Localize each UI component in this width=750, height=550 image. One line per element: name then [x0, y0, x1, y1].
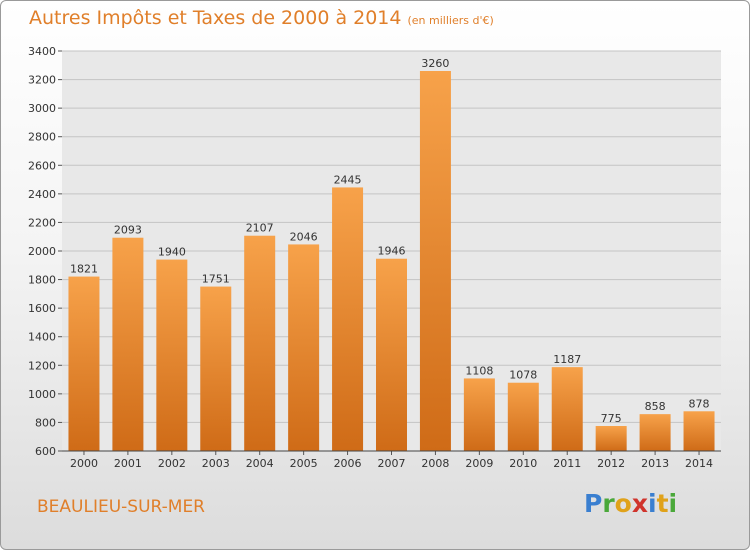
bar-2010: [507, 382, 539, 451]
proxiti-logo: Proxiti: [584, 489, 677, 518]
data-label-2006: 2445: [334, 173, 362, 186]
bar-2012: [595, 426, 627, 451]
data-labels: 1821 2093 1940 1751 2107 2046 2445 1946 3260 1108…: [70, 57, 710, 425]
data-label-2000: 1821: [70, 263, 98, 276]
y-tick-label: 2800: [28, 131, 56, 144]
x-axis-ticks: 2000 2001 2002 2003 2004 2005 2006 2007 2008 2009…: [70, 451, 713, 470]
data-label-2012: 775: [601, 412, 622, 425]
x-tick-label-2013: 2013: [641, 457, 669, 470]
data-label-2013: 858: [645, 400, 666, 413]
x-tick-label-2014: 2014: [685, 457, 713, 470]
logo-letter: x: [631, 489, 648, 518]
location-name: BEAULIEU-SUR-MER: [37, 497, 205, 517]
x-tick-label-2011: 2011: [553, 457, 581, 470]
y-tick-label: 2400: [28, 188, 56, 201]
bars: [68, 71, 715, 451]
data-label-2003: 1751: [202, 273, 230, 286]
y-tick-label: 600: [35, 445, 56, 458]
bar-2013: [639, 414, 671, 451]
bar-2006: [332, 187, 364, 451]
bar-2001: [112, 237, 144, 451]
y-tick-label: 1800: [28, 274, 56, 287]
x-tick-label-2000: 2000: [70, 457, 98, 470]
x-tick-label-2007: 2007: [378, 457, 406, 470]
y-tick-label: 1200: [28, 359, 56, 372]
y-tick-label: 2000: [28, 245, 56, 258]
bar-2002: [156, 259, 188, 451]
y-tick-label: 1000: [28, 388, 56, 401]
y-axis-ticks: 600 800 1000 1200 1400 1600 1800 2000 2200 2400 26…: [28, 45, 62, 458]
bar-2008: [419, 71, 451, 451]
x-tick-label-2008: 2008: [421, 457, 449, 470]
bar-2005: [288, 244, 320, 451]
data-label-2002: 1940: [158, 246, 186, 259]
logo-letter: o: [614, 489, 632, 518]
chart-title-text: Autres Impôts et Taxes de 2000 à 2014: [29, 7, 402, 29]
bar-2007: [376, 258, 407, 451]
x-tick-label-2009: 2009: [465, 457, 493, 470]
y-tick-label: 3200: [28, 74, 56, 87]
data-label-2014: 878: [689, 397, 710, 410]
bar-2009: [463, 378, 495, 451]
logo-letter: i: [648, 489, 657, 518]
data-label-2001: 2093: [114, 224, 142, 237]
logo-letter: P: [584, 489, 603, 518]
bar-2003: [200, 286, 232, 451]
y-tick-label: 3400: [28, 45, 56, 58]
bar-2011: [551, 367, 583, 451]
y-tick-label: 3000: [28, 102, 56, 115]
data-label-2005: 2046: [290, 230, 318, 243]
data-label-2011: 1187: [553, 353, 581, 366]
logo-letter: t: [656, 489, 669, 518]
bar-2004: [244, 235, 276, 451]
bar-2000: [68, 276, 100, 451]
y-tick-label: 1400: [28, 331, 56, 344]
data-label-2009: 1108: [465, 364, 493, 377]
x-tick-label-2012: 2012: [597, 457, 625, 470]
x-tick-label-2006: 2006: [334, 457, 362, 470]
chart-unit: (en milliers d'€): [407, 14, 494, 27]
y-tick-label: 800: [35, 416, 56, 429]
data-label-2010: 1078: [509, 369, 537, 382]
data-label-2004: 2107: [246, 222, 274, 235]
data-label-2008: 3260: [421, 57, 449, 70]
x-tick-label-2001: 2001: [114, 457, 142, 470]
y-tick-label: 2200: [28, 216, 56, 229]
data-label-2007: 1946: [378, 245, 406, 258]
y-tick-label: 1600: [28, 302, 56, 315]
logo-letter: i: [668, 489, 678, 518]
x-tick-label-2010: 2010: [509, 457, 537, 470]
x-tick-label-2003: 2003: [202, 457, 230, 470]
x-tick-label-2002: 2002: [158, 457, 186, 470]
y-tick-label: 2600: [28, 159, 56, 172]
x-tick-label-2005: 2005: [290, 457, 318, 470]
bar-2014: [683, 411, 715, 451]
x-tick-label-2004: 2004: [246, 457, 274, 470]
logo-letter: r: [602, 489, 615, 518]
chart-title: Autres Impôts et Taxes de 2000 à 2014 (en…: [29, 7, 494, 29]
